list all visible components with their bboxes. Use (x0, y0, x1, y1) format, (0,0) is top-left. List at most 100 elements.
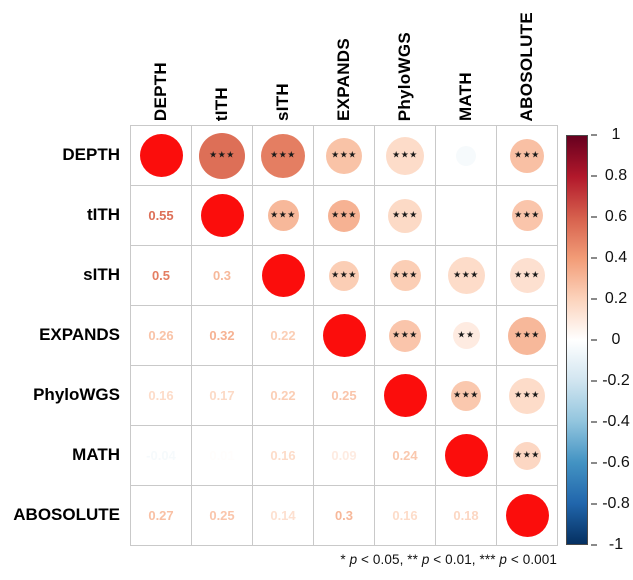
correlation-value: 0.25 (331, 388, 357, 403)
correlation-value: 0.25 (209, 508, 235, 523)
correlation-value: 0.32 (209, 328, 235, 343)
correlation-circle: ★★★ (199, 132, 245, 179)
significance-stars: ★★★ (514, 269, 540, 280)
correlation-value: 0.16 (148, 388, 174, 403)
column-header-label: ABOSOLUTE (516, 11, 536, 121)
matrix-cell-sITH-EXPANDS: ★★★ (314, 246, 375, 306)
matrix-cell-tITH-tITH (192, 186, 253, 246)
column-header-EXPANDS: EXPANDS (313, 0, 374, 123)
colorbar-tick (591, 339, 597, 341)
correlation-value: 0.17 (209, 388, 235, 403)
significance-stars: ★★★ (392, 209, 418, 220)
correlation-circle (456, 145, 476, 166)
row-label-PhyloWGS: PhyloWGS (33, 385, 120, 404)
correlation-value: 0.16 (392, 508, 418, 523)
column-header-sITH: sITH (252, 0, 313, 123)
colorbar-tick-label: -1 (608, 536, 624, 553)
correlation-value: 0.55 (148, 208, 174, 223)
colorbar-tick-label: 1 (611, 126, 621, 143)
correlation-value: 0.01 (209, 448, 235, 463)
colorbar-tick (591, 216, 597, 218)
matrix-cell-EXPANDS-ABOSOLUTE: ★★★ (497, 306, 558, 366)
correlation-value: 0.22 (270, 328, 296, 343)
column-header-label: EXPANDS (333, 37, 353, 121)
matrix-cell-MATH-tITH: 0.01 (192, 426, 253, 486)
matrix-cell-PhyloWGS-DEPTH: 0.16 (131, 366, 192, 426)
matrix-cell-MATH-EXPANDS: 0.09 (314, 426, 375, 486)
colorbar-tick-label: 0.2 (604, 290, 628, 307)
matrix-cell-PhyloWGS-tITH: 0.17 (192, 366, 253, 426)
colorbar-tick-label: 0 (611, 331, 621, 348)
row-label-MATH: MATH (72, 445, 120, 464)
matrix-cell-DEPTH-EXPANDS: ★★★ (314, 126, 375, 186)
significance-stars: ★★★ (331, 209, 357, 220)
significance-stars: ★★★ (514, 389, 540, 400)
matrix-cell-tITH-ABOSOLUTE: ★★★ (497, 186, 558, 246)
correlation-circle: ★★★ (389, 260, 421, 291)
correlation-value: 0.3 (334, 508, 354, 523)
significance-stars: ★★ (457, 329, 475, 340)
diagonal-circle (139, 134, 183, 177)
footnote-text: < 0.001 (507, 552, 557, 567)
matrix-cell-ABOSOLUTE-sITH: 0.14 (253, 486, 314, 546)
matrix-cell-PhyloWGS-ABOSOLUTE: ★★★ (497, 366, 558, 426)
column-header-tITH: tITH (191, 0, 252, 123)
colorbar-tick (591, 257, 597, 259)
significance-stars: ★★★ (514, 449, 540, 460)
colorbar-tick-label: -0.6 (602, 454, 630, 471)
matrix-cell-ABOSOLUTE-PhyloWGS: 0.16 (375, 486, 436, 546)
colorbar-tick (591, 503, 597, 505)
matrix-cell-PhyloWGS-EXPANDS: 0.25 (314, 366, 375, 426)
matrix-cell-EXPANDS-sITH: 0.22 (253, 306, 314, 366)
matrix-cell-PhyloWGS-MATH: ★★★ (436, 366, 497, 426)
row-label-sITH: sITH (83, 265, 120, 284)
matrix-cell-EXPANDS-EXPANDS (314, 306, 375, 366)
matrix-cell-EXPANDS-MATH: ★★ (436, 306, 497, 366)
column-header-ABOSOLUTE: ABOSOLUTE (496, 0, 557, 123)
column-header-label: tITH (211, 86, 231, 121)
significance-stars: ★★★ (209, 149, 235, 160)
matrix-cell-sITH-tITH: 0.3 (192, 246, 253, 306)
correlation-value: 0.27 (148, 508, 174, 523)
significance-stars: ★★★ (453, 269, 479, 280)
matrix-cell-sITH-ABOSOLUTE: ★★★ (497, 246, 558, 306)
correlation-circle: ★★★ (508, 316, 546, 355)
correlation-value: 0.26 (148, 328, 174, 343)
colorbar-tick (591, 421, 597, 423)
correlation-circle: ★★★ (511, 200, 543, 231)
colorbar-gradient (566, 135, 588, 545)
matrix-cell-DEPTH-tITH: ★★★ (192, 126, 253, 186)
colorbar-tick-label: -0.8 (602, 495, 630, 512)
correlation-circle: ★★★ (510, 138, 544, 173)
matrix-cell-sITH-DEPTH: 0.5 (131, 246, 192, 306)
significance-footnote: * p < 0.05, ** p < 0.01, *** p < 0.001 (340, 552, 557, 567)
matrix-cell-MATH-PhyloWGS: 0.24 (375, 426, 436, 486)
column-header-label: sITH (272, 82, 292, 121)
matrix-cell-PhyloWGS-sITH: 0.22 (253, 366, 314, 426)
correlation-circle: ★★★ (389, 319, 421, 352)
correlation-value: 0.22 (270, 388, 296, 403)
column-header-DEPTH: DEPTH (130, 0, 191, 123)
matrix-cell-EXPANDS-tITH: 0.32 (192, 306, 253, 366)
diagonal-circle (505, 494, 549, 537)
significance-stars: ★★★ (270, 209, 296, 220)
correlation-circle: ★★★ (509, 377, 545, 414)
matrix-cell-DEPTH-DEPTH (131, 126, 192, 186)
correlation-value: 0.09 (331, 448, 357, 463)
matrix-cell-EXPANDS-DEPTH: 0.26 (131, 306, 192, 366)
significance-stars: ★★★ (392, 269, 418, 280)
matrix-cell-EXPANDS-PhyloWGS: ★★★ (375, 306, 436, 366)
colorbar-tick (591, 175, 597, 177)
correlation-circle: ★★★ (386, 136, 424, 175)
diagonal-circle (444, 434, 488, 477)
matrix-cell-PhyloWGS-PhyloWGS (375, 366, 436, 426)
matrix-cell-MATH-sITH: 0.16 (253, 426, 314, 486)
footnote-text: < 0.01, *** (429, 552, 500, 567)
correlation-circle: ★★★ (447, 257, 485, 294)
significance-stars: ★★★ (514, 329, 540, 340)
matrix-cell-sITH-sITH (253, 246, 314, 306)
footnote-p-symbol: p (421, 552, 430, 567)
colorbar-tick (591, 462, 597, 464)
correlation-matrix: ★★★ ★★★ ★★★ ★★★ ★★★ 0.55 ★★★ ★★★ ★★★ ★★★ 0.5 0.3 ★★★… (130, 125, 558, 546)
matrix-cell-MATH-ABOSOLUTE: ★★★ (497, 426, 558, 486)
